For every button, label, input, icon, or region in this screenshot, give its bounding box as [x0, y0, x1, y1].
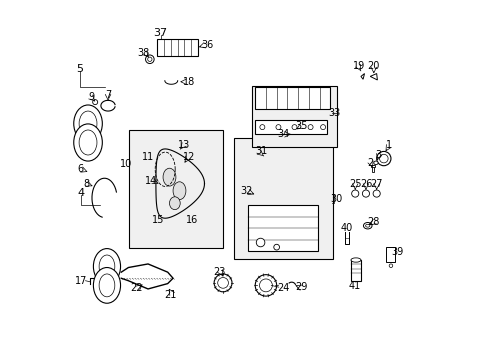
Ellipse shape [145, 55, 154, 64]
Text: 19: 19 [352, 62, 364, 71]
Bar [385, 247, 394, 262]
Ellipse shape [362, 190, 369, 197]
Text: 8: 8 [83, 179, 89, 189]
Ellipse shape [74, 105, 102, 142]
Text: 21: 21 [163, 290, 176, 300]
Bar [350, 260, 360, 281]
Ellipse shape [363, 222, 371, 229]
Text: 16: 16 [185, 215, 197, 225]
Bar [129, 130, 223, 248]
Text: 7: 7 [105, 90, 112, 100]
Text: 30: 30 [330, 194, 342, 203]
Bar [370, 165, 374, 167]
Text: 38: 38 [137, 48, 150, 58]
Text: 37: 37 [153, 28, 167, 38]
Ellipse shape [256, 238, 264, 247]
Text: 13: 13 [177, 140, 189, 150]
Text: 14: 14 [144, 176, 157, 186]
Ellipse shape [379, 154, 387, 163]
Polygon shape [360, 73, 364, 79]
Ellipse shape [376, 152, 390, 166]
Ellipse shape [173, 182, 185, 200]
Text: 31: 31 [255, 147, 267, 157]
Text: 22: 22 [130, 283, 142, 293]
Bar [371, 166, 373, 172]
Bar [251, 86, 337, 147]
Text: 41: 41 [347, 282, 360, 292]
Text: 40: 40 [340, 223, 352, 233]
Ellipse shape [373, 161, 377, 165]
Ellipse shape [93, 249, 121, 284]
Text: 28: 28 [367, 217, 379, 227]
Text: 23: 23 [213, 267, 225, 277]
Text: 4: 4 [77, 188, 84, 198]
Ellipse shape [320, 125, 325, 130]
Ellipse shape [307, 125, 312, 130]
Text: 3: 3 [375, 150, 381, 160]
Ellipse shape [351, 190, 358, 197]
Ellipse shape [147, 57, 152, 62]
Ellipse shape [259, 279, 272, 292]
Ellipse shape [169, 197, 180, 210]
Text: 12: 12 [183, 152, 195, 162]
Bar [234, 138, 332, 258]
Ellipse shape [291, 125, 296, 130]
Ellipse shape [99, 255, 115, 278]
Ellipse shape [93, 267, 121, 303]
Ellipse shape [79, 130, 97, 155]
Text: 36: 36 [201, 40, 213, 50]
Bar [255, 120, 326, 134]
Ellipse shape [163, 168, 176, 186]
Text: 27: 27 [370, 179, 382, 189]
Ellipse shape [388, 264, 392, 267]
Text: 35: 35 [295, 121, 307, 131]
Text: 39: 39 [390, 247, 403, 257]
Text: 33: 33 [328, 108, 340, 118]
Ellipse shape [372, 190, 380, 197]
Ellipse shape [74, 124, 102, 161]
Text: 6: 6 [78, 164, 84, 174]
Ellipse shape [259, 125, 264, 130]
Polygon shape [369, 73, 377, 80]
Text: 24: 24 [277, 283, 289, 293]
Ellipse shape [217, 278, 228, 288]
Ellipse shape [214, 274, 231, 292]
Ellipse shape [275, 125, 281, 130]
Text: 11: 11 [142, 152, 154, 162]
Bar [157, 39, 198, 56]
Ellipse shape [365, 224, 369, 227]
Text: 18: 18 [183, 77, 195, 87]
Text: 2: 2 [366, 158, 373, 168]
Text: 20: 20 [367, 62, 379, 71]
Text: 10: 10 [120, 159, 132, 169]
Text: 5: 5 [77, 64, 83, 73]
Ellipse shape [255, 275, 276, 296]
Text: 1: 1 [386, 140, 391, 150]
Ellipse shape [79, 111, 97, 136]
Text: 15: 15 [152, 215, 164, 225]
Text: 25: 25 [348, 179, 361, 189]
Text: 17: 17 [75, 276, 87, 286]
Text: 29: 29 [295, 282, 307, 292]
Text: 26: 26 [359, 179, 371, 189]
Bar [255, 87, 329, 109]
Ellipse shape [99, 274, 115, 297]
Ellipse shape [93, 100, 98, 105]
Ellipse shape [273, 244, 279, 250]
Text: 34: 34 [276, 129, 288, 139]
Ellipse shape [350, 258, 360, 262]
Text: 32: 32 [240, 186, 252, 197]
Bar [247, 205, 317, 251]
Text: 9: 9 [88, 92, 95, 102]
